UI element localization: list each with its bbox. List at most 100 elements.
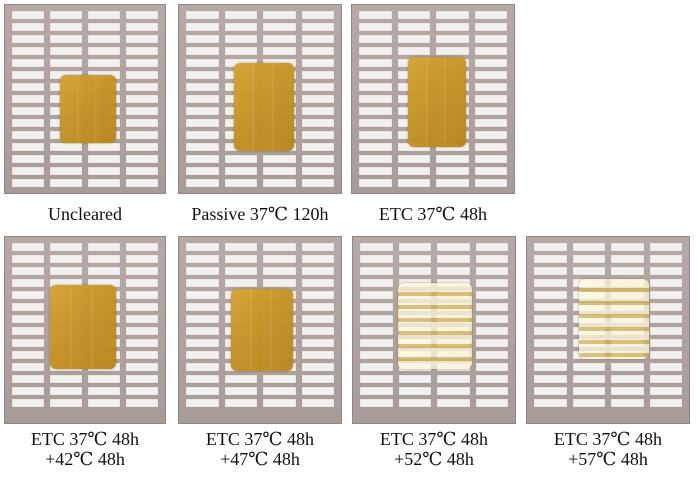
grid-slot xyxy=(301,351,334,359)
grid-slot xyxy=(359,119,392,127)
grid-slot xyxy=(263,179,296,187)
grid-slot xyxy=(224,375,257,383)
grid-slot xyxy=(88,155,120,163)
caption-line: ETC 37℃ 48h xyxy=(553,429,663,449)
grid-slot xyxy=(12,279,44,287)
grid-slot xyxy=(12,399,44,407)
grid-slot xyxy=(263,23,296,31)
grid-slot xyxy=(437,375,470,383)
grid-slot xyxy=(649,255,682,263)
grid-slot xyxy=(263,267,296,275)
grid-slot xyxy=(649,387,682,395)
grid-slot xyxy=(12,315,44,323)
grid-slot xyxy=(360,243,393,251)
grid-slot xyxy=(397,47,430,55)
grid-slot xyxy=(186,255,219,263)
caption-line: +52℃ 48h xyxy=(394,449,474,469)
tissue-sample xyxy=(398,283,472,369)
grid-slot xyxy=(186,243,219,251)
grid-slot xyxy=(611,255,644,263)
grid-slot xyxy=(50,267,82,275)
grid-slot xyxy=(224,47,257,55)
grid-slot xyxy=(475,363,508,371)
panel-etc-42: ETC 37℃ 48h +42℃ 48h xyxy=(4,236,166,481)
grid-slot xyxy=(360,267,393,275)
grid-slot xyxy=(50,399,82,407)
grid-slot xyxy=(649,243,682,251)
grid-slot xyxy=(474,71,507,79)
tissue-photo xyxy=(526,236,690,424)
grid-slot xyxy=(126,315,158,323)
grid-slot xyxy=(397,35,430,43)
grid-slot xyxy=(301,71,334,79)
grid-slot xyxy=(611,267,644,275)
grid-slot xyxy=(50,59,82,67)
grid-slot xyxy=(649,363,682,371)
grid-slot xyxy=(437,255,470,263)
grid-slot xyxy=(126,155,158,163)
grid-slot xyxy=(474,143,507,151)
grid-slot xyxy=(50,143,82,151)
grid-slot xyxy=(359,155,392,163)
panel-caption: ETC 37℃ 48h xyxy=(351,204,515,224)
caption-line: Passive 37℃ 120h xyxy=(191,204,329,224)
grid-slot xyxy=(572,267,605,275)
grid-slot xyxy=(475,327,508,335)
grid-slot xyxy=(263,11,296,19)
grid-slot xyxy=(301,315,334,323)
grid-slot xyxy=(12,291,44,299)
grid-slot xyxy=(12,375,44,383)
grid-slot xyxy=(88,167,120,175)
grid-slot xyxy=(126,375,158,383)
grid-slot xyxy=(301,363,334,371)
grid-slot xyxy=(126,35,158,43)
grid-slot xyxy=(301,143,334,151)
panel-etc-47: ETC 37℃ 48h +47℃ 48h xyxy=(178,236,342,481)
grid-slot xyxy=(88,399,120,407)
grid-slot xyxy=(359,95,392,103)
grid-slot xyxy=(186,303,219,311)
grid-slot xyxy=(475,315,508,323)
grid-slot xyxy=(534,291,567,299)
grid-slot xyxy=(186,167,219,175)
grid-slot xyxy=(611,399,644,407)
grid-slot xyxy=(126,243,158,251)
grid-slot xyxy=(224,243,257,251)
grid-slot xyxy=(12,107,44,115)
grid-slot xyxy=(88,255,120,263)
grid-slot xyxy=(126,399,158,407)
grid-slot xyxy=(475,303,508,311)
grid-slot xyxy=(126,23,158,31)
grid-slot xyxy=(437,243,470,251)
grid-slot xyxy=(398,255,431,263)
grid-slot xyxy=(12,363,44,371)
grid-slot xyxy=(12,167,44,175)
grid-slot xyxy=(263,399,296,407)
grid-slot xyxy=(12,11,44,19)
grid-slot xyxy=(572,243,605,251)
grid-slot xyxy=(359,83,392,91)
grid-slot xyxy=(186,267,219,275)
grid-slot xyxy=(186,35,219,43)
grid-slot xyxy=(474,107,507,115)
grid-slot xyxy=(224,399,257,407)
grid-slot xyxy=(186,339,219,347)
grid-slot xyxy=(126,279,158,287)
grid-slot xyxy=(50,243,82,251)
grid-slot xyxy=(12,71,44,79)
grid-slot xyxy=(88,59,120,67)
grid-slot xyxy=(186,83,219,91)
grid-slot xyxy=(649,315,682,323)
grid-slot xyxy=(126,131,158,139)
grid-slot xyxy=(649,303,682,311)
grid-slot xyxy=(186,387,219,395)
grid-slot xyxy=(12,303,44,311)
grid-slot xyxy=(436,47,469,55)
tissue-sample xyxy=(408,57,466,147)
grid-slot xyxy=(224,23,257,31)
grid-slot xyxy=(224,255,257,263)
grid-slot xyxy=(50,255,82,263)
grid-slot xyxy=(186,363,219,371)
grid-slot xyxy=(474,83,507,91)
panel-caption: ETC 37℃ 48h +57℃ 48h xyxy=(526,429,690,469)
